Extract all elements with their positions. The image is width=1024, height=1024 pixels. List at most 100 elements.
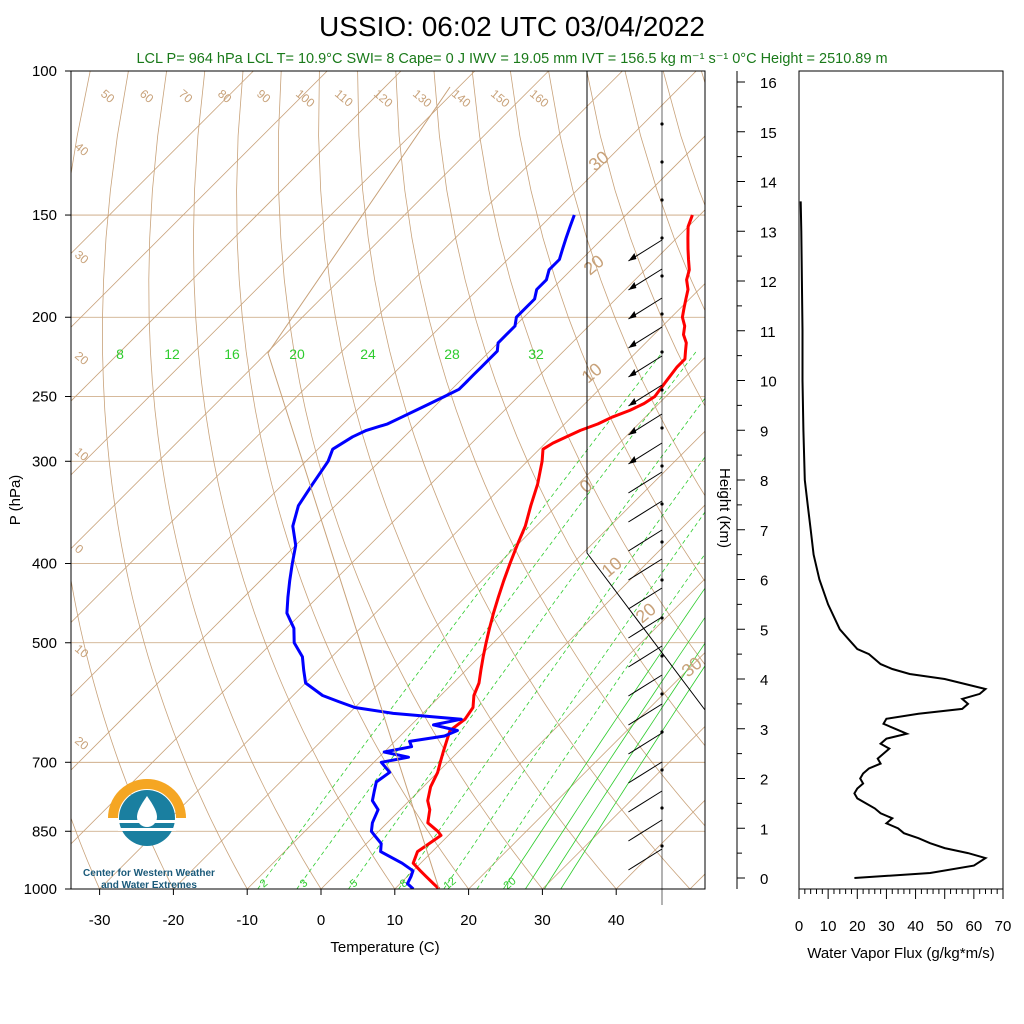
isotherm-label: 120 [371, 87, 396, 111]
wind-dot [660, 198, 664, 202]
mixing-ratio-label-bottom: 12 [442, 875, 459, 892]
isotherm-line [71, 71, 623, 623]
wind-barb [628, 500, 663, 523]
dry-adiabat-line [548, 71, 705, 497]
dry-adiabat-line [586, 71, 705, 407]
height-tick-label: 3 [760, 722, 768, 739]
mixing-ratio-label-bottom: 3 [298, 877, 310, 890]
isotherm-line [71, 71, 328, 328]
wind-dot [660, 730, 664, 734]
profile-frame [798, 70, 1004, 890]
dry-adiabat-line [395, 71, 705, 827]
x-tick-label: -30 [89, 912, 111, 929]
wind-barb [628, 848, 663, 871]
isotherm-line [71, 71, 254, 254]
profile-axes: 0 10 20 30 40 50 60 70 [795, 889, 1012, 935]
wind-barb [628, 645, 663, 668]
wind-barb [628, 674, 663, 697]
wind-dot [660, 654, 664, 658]
profile-x-tick-label: 50 [936, 918, 953, 935]
isotherm-left-label: 20 [72, 349, 91, 369]
skewt-frame [70, 70, 706, 890]
mixing-ratio-label-top: 20 [289, 346, 305, 362]
isotherm-label: 130 [410, 87, 435, 111]
y-axis-label: P (hPa) [7, 475, 24, 526]
mixing-ratio-line [525, 616, 705, 889]
height-axis-label: Height (Km) [716, 468, 733, 548]
isotherm-line [173, 356, 705, 889]
isotherm-left-label: 40 [72, 140, 91, 160]
dry-adiabat-line [471, 71, 705, 666]
wind-barb [628, 761, 663, 784]
isotherm-left-label: 20 [72, 734, 91, 754]
isotherm-line [71, 71, 697, 697]
x-tick-label: 30 [534, 912, 551, 929]
wind-dot [660, 540, 664, 544]
mixing-ratio-label-bottom: 20 [502, 875, 519, 892]
wind-pennant [628, 427, 637, 435]
height-tick-label: 0 [760, 871, 768, 888]
mixing-ratio-line [560, 665, 705, 889]
logo-wave-2 [118, 828, 176, 831]
height-tick-label: 5 [760, 622, 768, 639]
profile-x-axis-label: Water Vapor Flux (g/kg*m/s) [807, 945, 995, 962]
wind-dot [660, 806, 664, 810]
mixing-ratio-label-bottom: 2 [258, 877, 270, 890]
wind-dot [660, 274, 664, 278]
mixing-ratio-line [296, 350, 697, 889]
height-tick-label: 15 [760, 125, 777, 142]
x-tick-label: -10 [236, 912, 258, 929]
x-tick-label: -20 [163, 912, 185, 929]
profile-x-tick-label: 30 [878, 918, 895, 935]
y-tick-label: 300 [32, 453, 57, 470]
isotherm-line [71, 209, 705, 845]
isotherm-label: 90 [254, 87, 273, 107]
height-tick-label: 1 [760, 821, 768, 838]
height-tick-label: 12 [760, 274, 777, 291]
wind-dot [660, 464, 664, 468]
isotherm-label: 110 [332, 87, 356, 110]
isotherm-label: 70 [176, 87, 195, 107]
skew-label: 30 [585, 147, 613, 175]
mixing-ratio-line [257, 350, 664, 889]
dry-adiabat-line [236, 71, 469, 889]
isotherm-label: 140 [449, 87, 474, 111]
x-tick-label: 40 [608, 912, 625, 929]
wind-pennant [628, 369, 637, 377]
dry-adiabat-line [357, 71, 691, 889]
dry-adiabat-line [277, 71, 543, 889]
skewt-axes: -30 -20 -10 0 10 20 30 401001502002503004005007… [24, 63, 625, 929]
height-tick-label: 16 [760, 75, 777, 92]
height-tick-label: 4 [760, 672, 768, 689]
profile-x-tick-label: 70 [995, 918, 1012, 935]
dry-adiabat-line [71, 817, 100, 889]
chart-subtitle: LCL P= 964 hPa LCL T= 10.9°C SWI= 8 Cape… [136, 51, 887, 67]
height-tick-label: 7 [760, 523, 768, 540]
dry-adiabat-line [433, 71, 705, 747]
dewpoint-line [285, 214, 576, 889]
dry-adiabat-line [71, 71, 174, 889]
x-tick-label: 20 [460, 912, 477, 929]
dry-adiabat-line [778, 71, 1024, 889]
mixing-ratio-label-top: 32 [528, 346, 544, 362]
y-tick-label: 700 [32, 754, 57, 771]
mixing-ratio-line [348, 397, 705, 889]
wind-pennant [628, 311, 637, 319]
height-tick-label: 14 [760, 175, 777, 192]
x-tick-label: 0 [317, 912, 325, 929]
water-vapor-flux-line [799, 201, 988, 879]
wind-pennant [628, 253, 637, 261]
mixing-ratio-label-top: 28 [444, 346, 460, 362]
profile-x-tick-label: 20 [849, 918, 866, 935]
wind-barb [628, 471, 663, 494]
skew-label: 30 [678, 653, 706, 681]
wind-dot [660, 426, 664, 430]
mixing-ratio-line [543, 642, 705, 889]
isotherm-line [246, 430, 705, 889]
y-tick-label: 500 [32, 635, 57, 652]
y-tick-label: 250 [32, 389, 57, 406]
mixing-ratio-label-top: 16 [224, 346, 240, 362]
isotherm-line [615, 799, 705, 889]
mixing-ratio-line [503, 587, 705, 889]
